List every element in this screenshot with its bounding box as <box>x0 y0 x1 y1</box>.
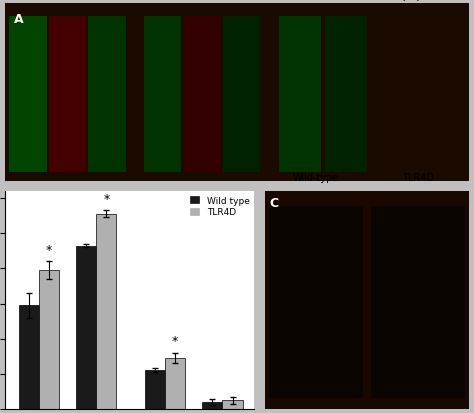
Bar <box>96 214 117 409</box>
Bar <box>88 17 126 173</box>
Bar <box>371 207 465 398</box>
Text: TLR4D: TLR4D <box>402 173 434 183</box>
Bar <box>269 207 363 398</box>
Bar <box>9 17 46 173</box>
Bar <box>325 17 367 173</box>
Bar <box>145 370 165 409</box>
Bar <box>144 17 181 173</box>
Bar <box>165 358 185 409</box>
Text: C: C <box>269 196 279 209</box>
Bar <box>19 306 39 409</box>
Bar <box>183 17 221 173</box>
Bar <box>202 402 222 409</box>
Bar <box>223 17 260 173</box>
Bar <box>279 17 320 173</box>
Text: A: A <box>14 13 24 26</box>
Bar <box>76 246 96 409</box>
Text: *: * <box>172 335 178 348</box>
Text: *: * <box>103 193 109 206</box>
Legend: Wild type, TLR4D: Wild type, TLR4D <box>191 196 249 217</box>
Bar <box>222 400 243 409</box>
Bar <box>39 271 59 409</box>
Text: Wild-type: Wild-type <box>293 173 339 183</box>
Text: *: * <box>46 244 52 256</box>
Bar <box>49 17 86 173</box>
